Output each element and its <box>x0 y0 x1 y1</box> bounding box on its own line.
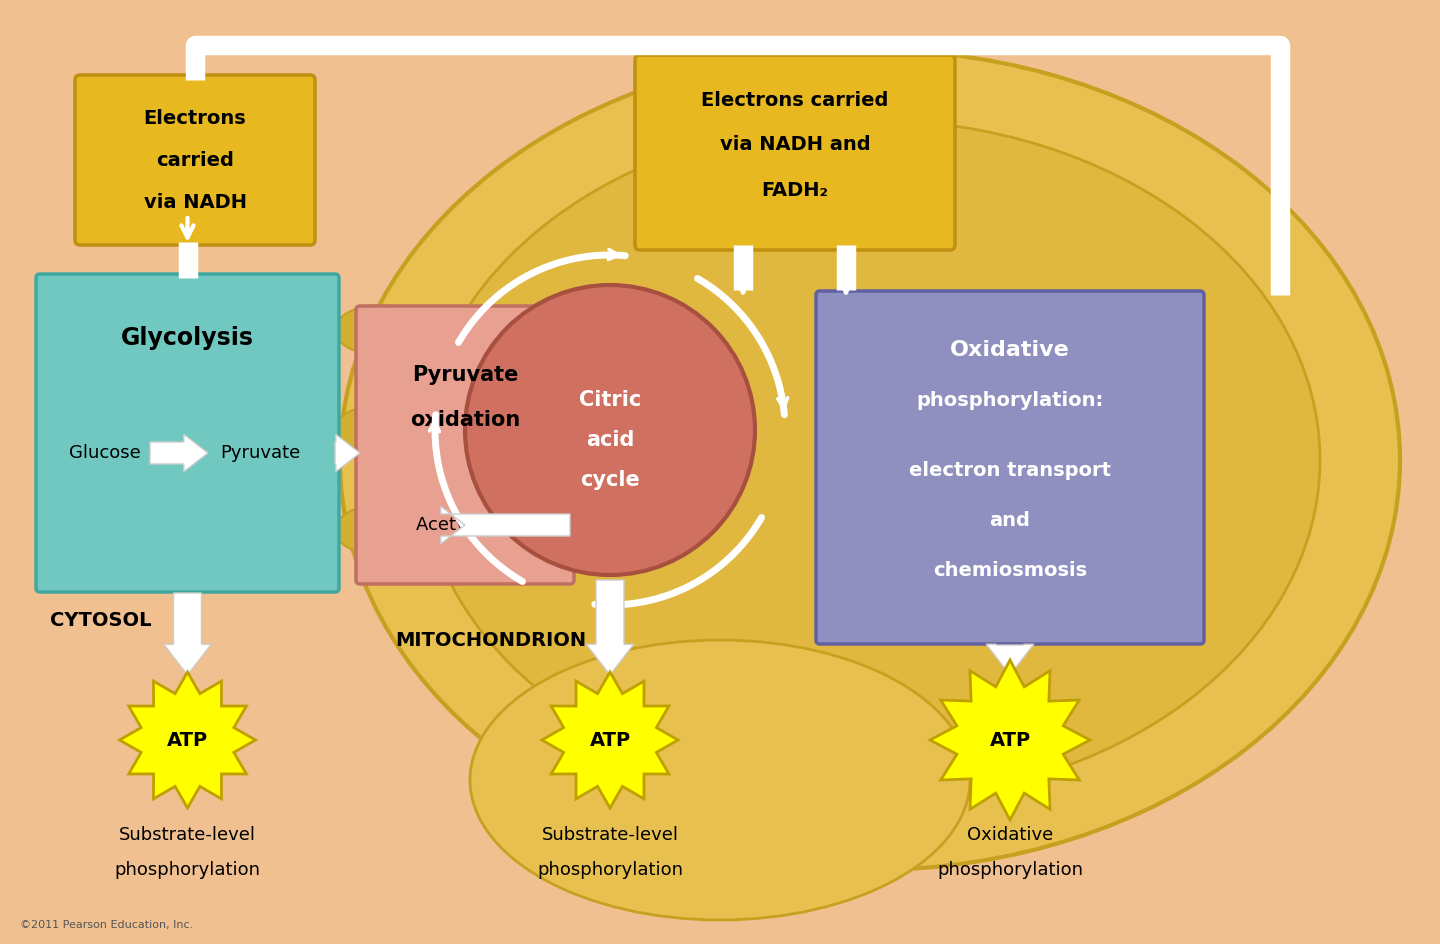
Polygon shape <box>336 434 360 472</box>
Ellipse shape <box>469 640 971 920</box>
Text: ATP: ATP <box>989 731 1031 750</box>
Text: ATP: ATP <box>589 731 631 750</box>
Text: cycle: cycle <box>580 470 639 490</box>
Ellipse shape <box>340 50 1400 870</box>
Text: Electrons: Electrons <box>144 109 246 127</box>
FancyBboxPatch shape <box>356 306 575 584</box>
Text: Oxidative: Oxidative <box>966 826 1053 844</box>
Text: Pyruvate: Pyruvate <box>412 365 518 385</box>
Ellipse shape <box>336 505 425 555</box>
FancyBboxPatch shape <box>36 274 338 592</box>
Text: via NADH and: via NADH and <box>720 136 870 155</box>
Text: Substrate-level: Substrate-level <box>541 826 678 844</box>
FancyBboxPatch shape <box>816 291 1204 644</box>
Text: carried: carried <box>156 150 233 170</box>
Text: and: and <box>989 511 1031 530</box>
Polygon shape <box>120 672 255 808</box>
Text: electron transport: electron transport <box>909 461 1112 480</box>
Ellipse shape <box>420 120 1320 800</box>
Polygon shape <box>150 434 207 472</box>
FancyBboxPatch shape <box>75 75 315 245</box>
Text: Glycolysis: Glycolysis <box>121 326 253 350</box>
Text: chemiosmosis: chemiosmosis <box>933 561 1087 580</box>
Polygon shape <box>930 660 1090 820</box>
Text: ATP: ATP <box>167 731 207 750</box>
Polygon shape <box>164 593 212 675</box>
FancyBboxPatch shape <box>635 55 955 250</box>
Text: CYTOSOL: CYTOSOL <box>50 611 151 630</box>
Polygon shape <box>441 506 570 544</box>
Text: phosphorylation:: phosphorylation: <box>916 391 1103 410</box>
Ellipse shape <box>465 285 755 575</box>
Text: Oxidative: Oxidative <box>950 340 1070 360</box>
Text: Glucose: Glucose <box>69 444 141 462</box>
Text: Substrate-level: Substrate-level <box>120 826 256 844</box>
Text: via NADH: via NADH <box>144 193 246 211</box>
Text: phosphorylation: phosphorylation <box>537 861 683 879</box>
Text: phosphorylation: phosphorylation <box>115 861 261 879</box>
Text: Acetyl CoA: Acetyl CoA <box>416 516 514 534</box>
Text: Citric: Citric <box>579 390 641 410</box>
Text: acid: acid <box>586 430 634 450</box>
Text: Electrons carried: Electrons carried <box>701 91 888 110</box>
Polygon shape <box>586 580 634 675</box>
Polygon shape <box>541 672 678 808</box>
Text: oxidation: oxidation <box>410 410 520 430</box>
Text: FADH₂: FADH₂ <box>762 180 828 199</box>
Text: ©2011 Pearson Education, Inc.: ©2011 Pearson Education, Inc. <box>20 920 193 930</box>
Ellipse shape <box>336 305 425 355</box>
Text: MITOCHONDRION: MITOCHONDRION <box>395 631 586 649</box>
Text: Pyruvate: Pyruvate <box>220 444 300 462</box>
Polygon shape <box>986 644 1034 675</box>
Text: phosphorylation: phosphorylation <box>937 861 1083 879</box>
Ellipse shape <box>336 405 425 455</box>
